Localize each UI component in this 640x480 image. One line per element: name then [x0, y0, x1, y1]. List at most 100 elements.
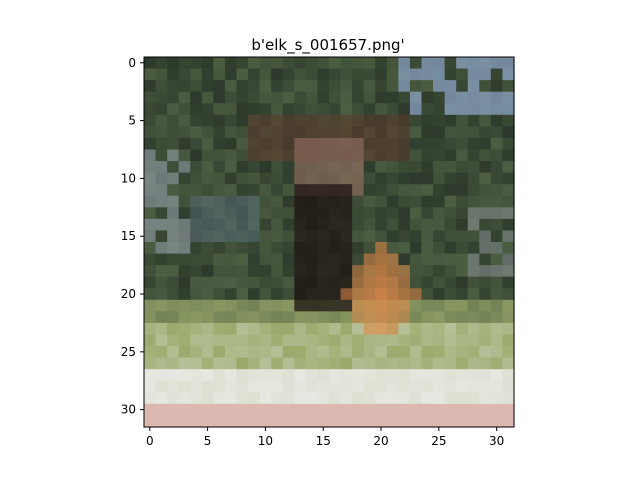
image-pixel	[201, 218, 214, 232]
image-pixel	[144, 242, 157, 255]
image-pixel	[236, 161, 249, 174]
image-pixel	[352, 415, 365, 428]
image-pixel	[479, 357, 492, 370]
image-pixel	[340, 207, 353, 220]
image-pixel	[144, 137, 157, 151]
image-pixel	[155, 253, 168, 266]
image-pixel	[144, 276, 157, 289]
image-pixel	[282, 218, 295, 232]
image-pixel	[213, 195, 226, 208]
image-pixel	[444, 172, 457, 185]
image-pixel	[155, 380, 168, 393]
image-pixel	[479, 380, 492, 393]
image-pixel	[433, 80, 446, 93]
image-pixel	[467, 161, 480, 174]
image-pixel	[224, 184, 238, 197]
image-pixel	[409, 184, 423, 197]
image-pixel	[467, 253, 480, 266]
image-pixel	[282, 299, 295, 312]
image-pixel	[386, 346, 399, 359]
image-pixel	[375, 218, 388, 232]
image-pixel	[363, 91, 376, 104]
image-pixel	[444, 137, 457, 151]
image-pixel	[409, 369, 423, 382]
image-pixel	[167, 91, 180, 104]
image-pixel	[282, 149, 295, 162]
image-pixel	[190, 346, 203, 359]
image-pixel	[340, 276, 353, 289]
image-pixel	[201, 68, 214, 81]
image-pixel	[329, 172, 342, 185]
image-pixel	[190, 80, 203, 93]
image-pixel	[236, 149, 249, 162]
image-pixel	[467, 218, 480, 232]
image-pixel	[386, 322, 399, 336]
image-pixel	[444, 334, 457, 347]
image-pixel	[224, 288, 238, 301]
image-pixel	[259, 253, 272, 266]
image-pixel	[398, 299, 411, 312]
image-pixel	[386, 218, 399, 232]
image-pixel	[248, 80, 261, 93]
image-pixel	[433, 149, 446, 162]
image-pixel	[236, 311, 249, 324]
image-pixel	[467, 299, 480, 312]
image-pixel	[421, 276, 434, 289]
image-pixel	[282, 334, 295, 347]
image-pixel	[490, 230, 504, 243]
image-pixel	[502, 415, 515, 428]
image-pixel	[155, 357, 168, 370]
image-pixel	[259, 357, 272, 370]
image-pixel	[340, 184, 353, 197]
image-pixel	[340, 403, 353, 417]
image-pixel	[167, 242, 180, 255]
image-pixel	[386, 357, 399, 370]
image-pixel	[294, 322, 307, 336]
image-pixel	[259, 218, 272, 232]
image-pixel	[167, 230, 180, 243]
image-pixel	[375, 253, 388, 266]
image-pixel	[375, 288, 388, 301]
image-pixel	[433, 114, 446, 127]
image-pixel	[155, 137, 168, 151]
image-pixel	[467, 403, 480, 417]
image-pixel	[421, 57, 434, 70]
image-pixel	[386, 172, 399, 185]
image-pixel	[444, 265, 457, 278]
image-pixel	[421, 392, 434, 405]
image-pixel	[248, 242, 261, 255]
x-tick-label: 5	[204, 434, 212, 448]
image-pixel	[363, 207, 376, 220]
image-pixel	[155, 392, 168, 405]
image-pixel	[398, 68, 411, 81]
image-pixel	[444, 415, 457, 428]
image-pixel	[294, 57, 307, 70]
image-pixel	[294, 207, 307, 220]
image-pixel	[490, 288, 504, 301]
image-pixel	[456, 103, 469, 116]
image-pixel	[329, 218, 342, 232]
image-pixel	[329, 288, 342, 301]
image-pixel	[224, 369, 238, 382]
image-pixel	[421, 322, 434, 336]
image-pixel	[329, 299, 342, 312]
image-pixel	[479, 265, 492, 278]
image-pixel	[317, 57, 330, 70]
image-pixel	[224, 299, 238, 312]
image-pixel	[409, 195, 423, 208]
image-pixel	[502, 392, 515, 405]
image-pixel	[144, 68, 157, 81]
y-tick-label: 20	[121, 287, 136, 301]
image-pixel	[375, 114, 388, 127]
image-pixel	[236, 357, 249, 370]
image-pixel	[236, 230, 249, 243]
image-pixel	[259, 57, 272, 70]
image-pixel	[248, 103, 261, 116]
image-pixel	[144, 114, 157, 127]
image-pixel	[433, 415, 446, 428]
image-pixel	[248, 369, 261, 382]
image-pixel	[433, 207, 446, 220]
image-pixel	[433, 137, 446, 151]
x-tick-label: 30	[489, 434, 504, 448]
image-pixel	[467, 80, 480, 93]
